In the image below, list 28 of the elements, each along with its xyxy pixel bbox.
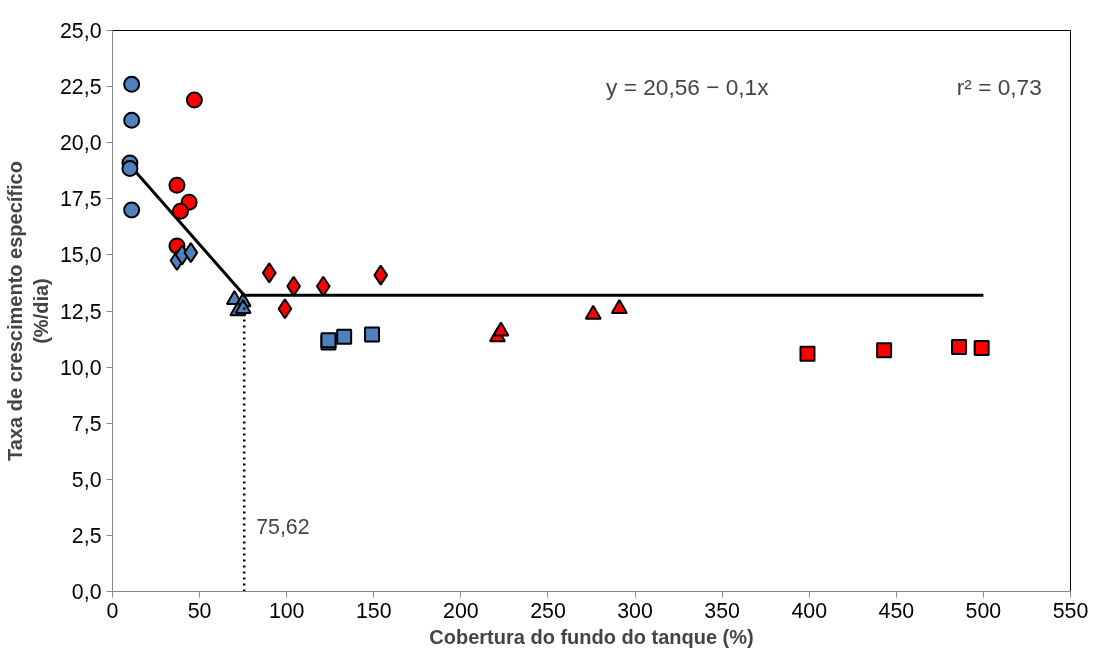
x-tick-label: 400 <box>791 598 828 623</box>
y-tick-label: 7,5 <box>71 411 102 436</box>
y-tick-label: 17,5 <box>59 187 102 212</box>
y-tick-label: 12,5 <box>59 299 102 324</box>
y-tick-label: 0,0 <box>71 580 102 604</box>
x-tick-label: 0 <box>106 598 119 623</box>
annotation: r² = 0,73 <box>956 73 1042 100</box>
x-tick-label: 100 <box>268 598 305 623</box>
y-tick-label: 20,0 <box>59 131 102 156</box>
x-tick-label: 450 <box>878 598 915 623</box>
x-tick-label: 550 <box>1052 598 1089 623</box>
x-axis-title: Cobertura do fundo do tanque (%) <box>429 625 754 648</box>
y-axis-title: Taxa de crescimento específico (%/dia) <box>3 161 52 461</box>
x-tick-label: 150 <box>355 598 392 623</box>
y-tick-label: 22,5 <box>59 75 102 100</box>
annotation: y = 20,56 − 0,1x <box>606 73 770 100</box>
x-tick-label: 50 <box>187 598 212 623</box>
x-tick-label: 200 <box>443 598 479 623</box>
y-tick-label: 25,0 <box>59 19 102 43</box>
y-tick-label: 5,0 <box>71 467 102 492</box>
ref-line-label: 75,62 <box>256 514 310 539</box>
y-tick-label: 15,0 <box>59 243 102 268</box>
y-tick-label: 10,0 <box>59 355 102 380</box>
x-tick-label: 500 <box>965 598 1002 623</box>
x-tick-label: 350 <box>704 598 741 623</box>
x-tick-label: 300 <box>617 598 653 623</box>
x-tick-label: 250 <box>530 598 566 623</box>
y-tick-label: 2,5 <box>71 523 102 548</box>
